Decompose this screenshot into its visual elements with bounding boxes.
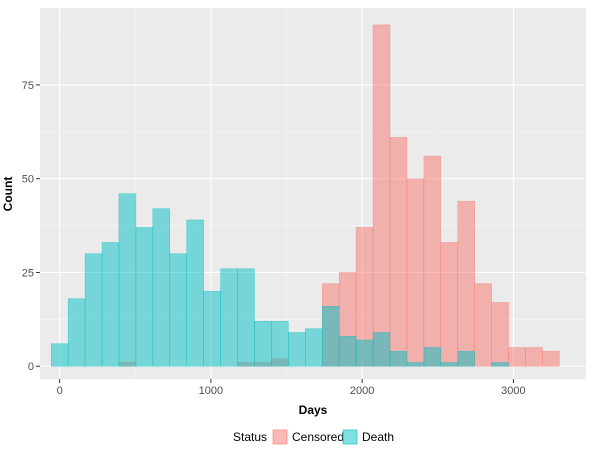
bar-death [220,268,238,367]
bar-death [338,335,357,367]
bar-death [50,343,69,367]
legend-key-death [342,429,358,445]
bar-death [152,208,171,367]
bar-censored [508,347,526,367]
bar-censored [440,242,458,367]
bar-death [254,320,272,367]
bar-death [305,328,323,367]
bar-death [423,347,442,367]
x-axis: 0 1000 2000 3000 [57,379,526,397]
legend-key-censored [272,429,288,445]
y-axis: 0 25 50 75 [22,80,40,373]
bar-censored [372,24,391,367]
y-tick-label: 25 [22,267,34,279]
bar-death [457,350,475,367]
bar-censored [406,178,425,367]
bar-death [491,362,509,367]
x-tick-label: 2000 [350,385,374,397]
bar-death [186,219,204,367]
legend-label-censored: Censored [292,430,344,444]
y-tick-label: 75 [22,80,34,92]
x-axis-title: Days [299,403,328,417]
bar-censored [474,283,492,367]
legend: Status Censored Death [233,429,394,445]
bar-death [372,332,391,367]
bar-death [440,362,458,367]
y-tick-label: 50 [22,174,34,186]
bar-death [355,339,374,367]
bar-death [288,332,306,367]
y-tick-label: 0 [28,361,34,373]
x-tick-label: 1000 [199,385,223,397]
x-tick-label: 3000 [501,385,525,397]
x-tick-label: 0 [57,385,63,397]
bar-death [84,253,103,367]
bar-censored [491,302,509,367]
bar-death [118,193,137,367]
bars [50,24,560,367]
bar-death [389,350,408,367]
y-axis-title: Count [1,177,15,212]
bar-censored [423,155,442,367]
legend-title: Status [233,430,267,444]
bar-censored [457,200,475,367]
bar-death [321,305,340,367]
bar-death [271,320,289,367]
bar-death [237,268,255,367]
bar-censored [525,347,543,367]
bar-death [406,362,425,367]
bar-censored [542,350,560,367]
bar-death [169,253,187,367]
bar-death [67,298,86,367]
bar-death [203,290,221,367]
bar-censored [389,137,408,367]
bar-death [101,242,120,367]
bar-death [135,227,154,367]
legend-label-death: Death [362,430,394,444]
